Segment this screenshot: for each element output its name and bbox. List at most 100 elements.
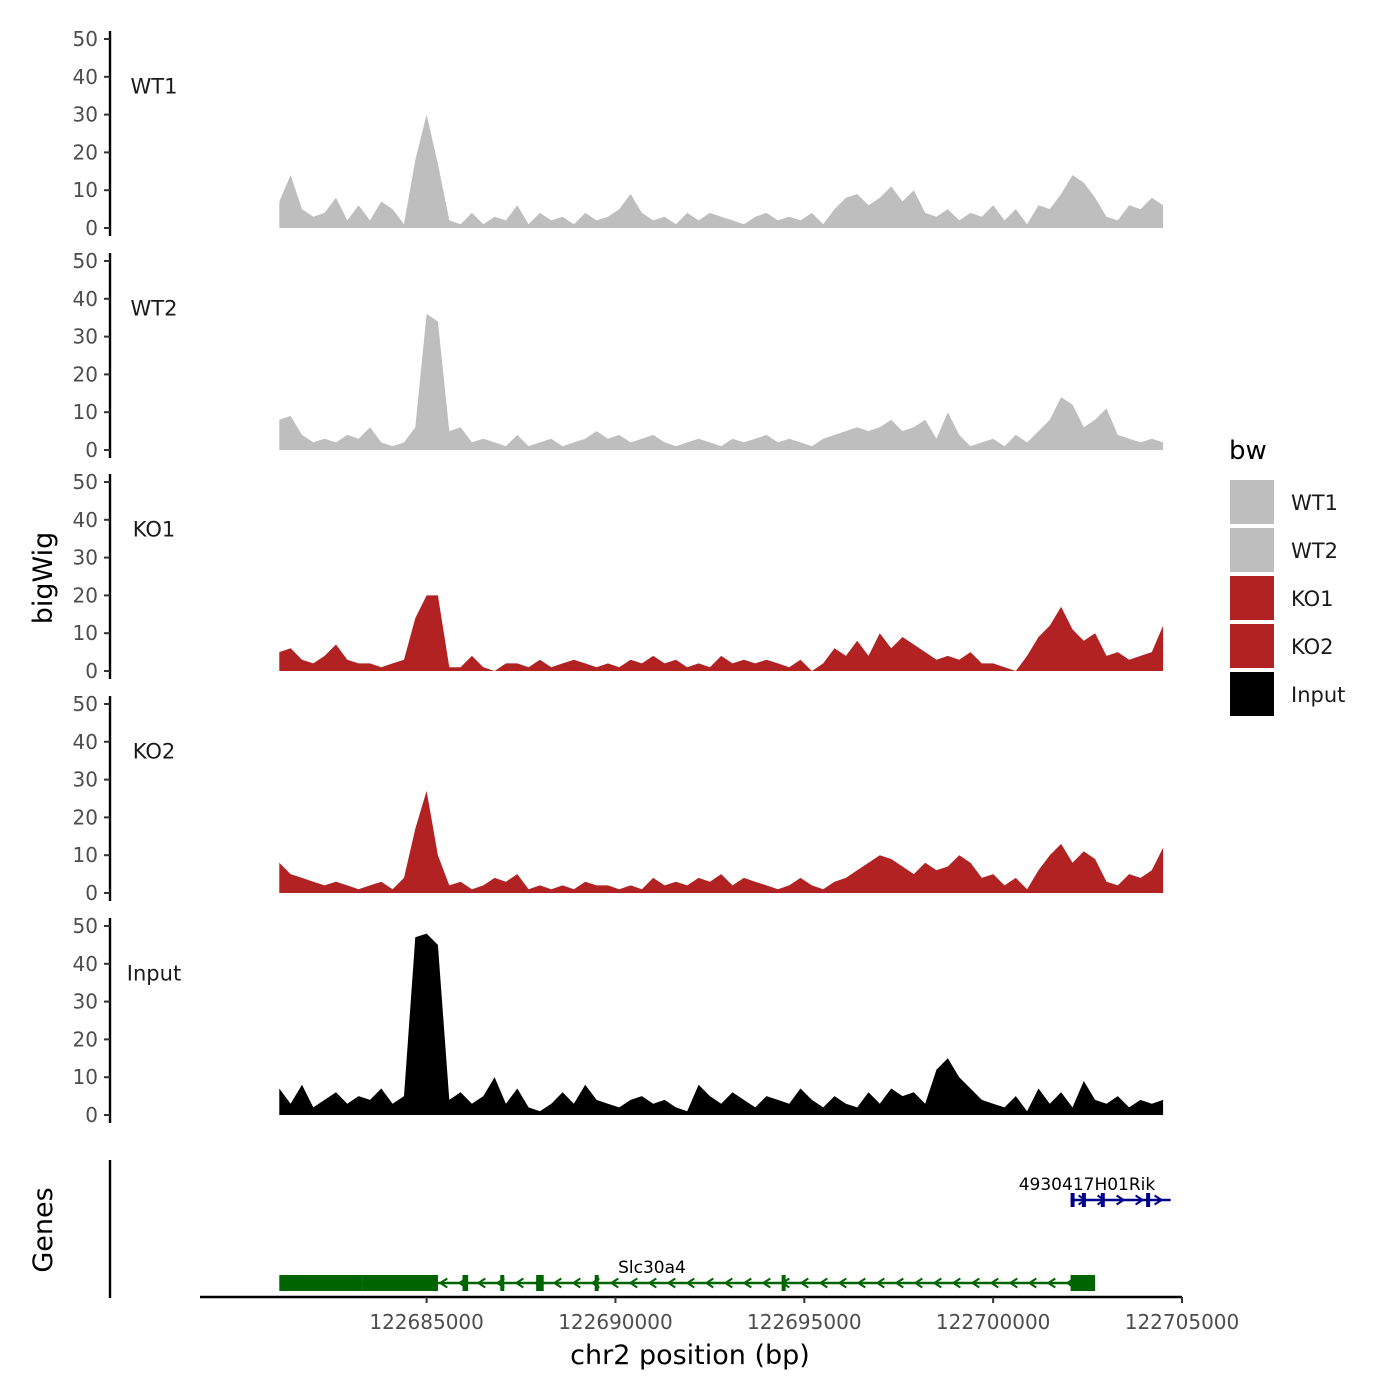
y-tick-label: 10 <box>73 1065 98 1089</box>
gene-label: 4930417H01Rik <box>1019 1175 1156 1195</box>
gene-label: Slc30a4 <box>618 1258 686 1278</box>
y-tick-label: 50 <box>73 470 98 494</box>
y-tick-label: 10 <box>73 178 98 202</box>
exon <box>781 1275 786 1291</box>
exon <box>362 1275 438 1291</box>
strand-arrow <box>1008 1277 1018 1289</box>
strand-arrow <box>970 1277 980 1289</box>
strand-arrow <box>1046 1277 1056 1289</box>
x-tick-label: 122685000 <box>369 1310 484 1334</box>
track-label: KO2 <box>133 740 176 764</box>
strand-arrow <box>1135 1194 1145 1206</box>
signal-area-wt2 <box>279 313 1164 450</box>
strand-arrow <box>685 1277 695 1289</box>
gene-track: Slc30a4 4930417H01Rik <box>108 1160 1171 1298</box>
panel-input: 0 10 20 30 40 50 Input <box>73 914 1164 1127</box>
strand-arrow <box>609 1277 619 1289</box>
y-tick-label: 20 <box>73 140 98 164</box>
y-tick-label: 50 <box>73 692 98 716</box>
strand-arrow <box>913 1277 923 1289</box>
legend-item-ko1: KO1 <box>1230 576 1334 620</box>
y-tick-label: 50 <box>73 249 98 273</box>
legend-item-wt1: WT1 <box>1230 480 1338 524</box>
y-tick-label: 20 <box>73 805 98 829</box>
y-tick-label: 10 <box>73 621 98 645</box>
legend: bw WT1 WT2 KO1 KO2 Input <box>1229 436 1345 716</box>
exon <box>536 1275 544 1291</box>
strand-arrow <box>1116 1194 1126 1206</box>
strand-arrow <box>894 1277 904 1289</box>
y-tick-label: 30 <box>73 103 98 127</box>
x-axis: 122685000 122690000 122695000 122700000 1227… <box>200 1295 1240 1334</box>
signal-area-input <box>279 933 1164 1115</box>
legend-item-wt2: WT2 <box>1230 528 1338 572</box>
y-tick-label: 20 <box>73 362 98 386</box>
y-tick-label: 20 <box>73 1027 98 1051</box>
legend-item-input: Input <box>1230 672 1345 716</box>
y-tick-label: 0 <box>85 216 98 240</box>
y-tick-label: 10 <box>73 843 98 867</box>
strand-arrow <box>704 1277 714 1289</box>
strand-arrow <box>818 1277 828 1289</box>
y-tick-label: 50 <box>73 914 98 938</box>
y-tick-label: 0 <box>85 659 98 683</box>
panel-ko2: 0 10 20 30 40 50 KO2 <box>73 692 1164 905</box>
strand-arrow <box>799 1277 809 1289</box>
exon <box>500 1275 505 1291</box>
signal-area-wt1 <box>279 114 1164 228</box>
strand-arrow <box>514 1277 524 1289</box>
y-tick-label: 10 <box>73 400 98 424</box>
exon <box>1070 1275 1096 1291</box>
legend-swatch <box>1230 672 1274 716</box>
x-tick-label: 122700000 <box>936 1310 1051 1334</box>
exon <box>279 1275 363 1291</box>
legend-swatch <box>1230 528 1274 572</box>
strand-arrow <box>723 1277 733 1289</box>
track-label: WT1 <box>131 75 178 99</box>
y-tick-label: 40 <box>73 730 98 754</box>
y-tick-label: 50 <box>73 27 98 51</box>
strand-arrow <box>1027 1277 1037 1289</box>
y-tick-label: 30 <box>73 325 98 349</box>
strand-arrow <box>951 1277 961 1289</box>
panel-wt1: 0 10 20 30 40 50 WT1 <box>73 27 1164 240</box>
y-tick-label: 30 <box>73 990 98 1014</box>
x-axis-title: chr2 position (bp) <box>570 1340 810 1371</box>
strand-arrow <box>875 1277 885 1289</box>
signal-area-ko1 <box>279 595 1164 671</box>
x-tick-label: 122690000 <box>558 1310 673 1334</box>
y-tick-label: 30 <box>73 768 98 792</box>
exon <box>1081 1193 1086 1207</box>
strand-arrow <box>837 1277 847 1289</box>
x-tick-label: 122705000 <box>1125 1310 1240 1334</box>
strand-arrow <box>552 1277 562 1289</box>
strand-arrow <box>932 1277 942 1289</box>
track-label: Input <box>127 962 181 986</box>
exon <box>1146 1193 1151 1207</box>
exon <box>1070 1193 1075 1207</box>
legend-label: KO2 <box>1291 635 1334 659</box>
exon <box>462 1275 469 1291</box>
strand-arrow <box>476 1277 486 1289</box>
y-tick-label: 0 <box>85 1103 98 1127</box>
signal-area-ko2 <box>279 790 1164 893</box>
legend-label: Input <box>1291 683 1345 707</box>
strand-arrow <box>989 1277 999 1289</box>
strand-arrow <box>571 1277 581 1289</box>
legend-title: bw <box>1229 436 1267 466</box>
exon <box>1100 1193 1105 1207</box>
y-tick-label: 40 <box>73 65 98 89</box>
strand-arrow <box>666 1277 676 1289</box>
y-tick-label: 0 <box>85 881 98 905</box>
legend-swatch <box>1230 576 1274 620</box>
strand-arrow <box>1154 1194 1164 1206</box>
gene-4930417h01rik: 4930417H01Rik <box>1019 1175 1171 1207</box>
track-label: WT2 <box>131 297 178 321</box>
y-tick-label: 0 <box>85 438 98 462</box>
track-label: KO1 <box>133 518 176 542</box>
genes-axis-title: Genes <box>28 1187 59 1272</box>
y-tick-label: 30 <box>73 546 98 570</box>
exon <box>594 1275 599 1291</box>
legend-swatch <box>1230 480 1274 524</box>
panel-wt2: 0 10 20 30 40 50 WT2 <box>73 249 1164 462</box>
